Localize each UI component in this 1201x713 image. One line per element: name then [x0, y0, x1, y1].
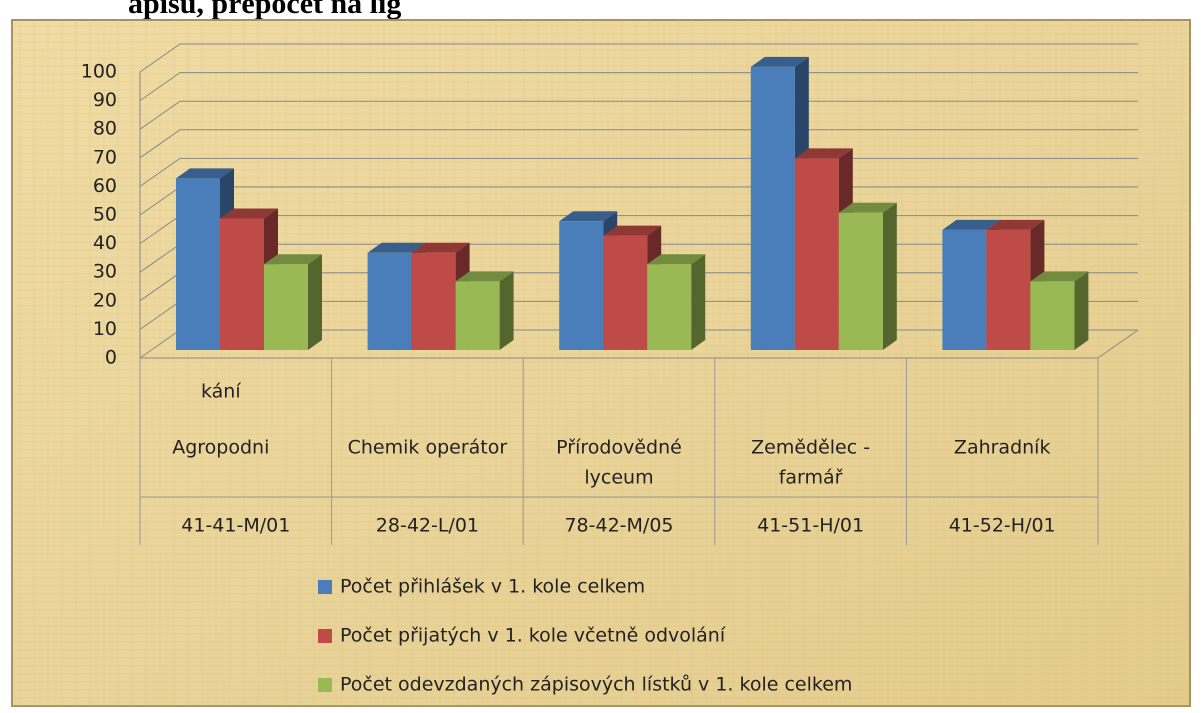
bar	[264, 254, 322, 350]
bar-side	[882, 202, 897, 350]
bar-front	[264, 264, 308, 350]
bar	[1030, 271, 1089, 350]
bar	[838, 202, 897, 350]
y-tick-label: 40	[93, 232, 117, 254]
bar-top	[1030, 271, 1089, 282]
texture	[12, 20, 1190, 706]
y-tick-label: 100	[81, 61, 117, 83]
grid-line	[139, 100, 1138, 130]
bar-side	[1074, 271, 1089, 350]
x-tick-label: Zahradník	[954, 437, 1051, 459]
x-tick-label: kání	[201, 381, 241, 403]
chart-title: ápisů, přepočet na lig	[128, 0, 401, 20]
x-tick-label: Zemědělec -	[751, 437, 870, 459]
legend-swatch	[318, 580, 332, 594]
bar-top	[838, 202, 897, 213]
bar	[455, 271, 514, 350]
y-tick-label: 80	[93, 118, 117, 140]
bar-top	[647, 254, 706, 265]
bar-top	[942, 219, 1001, 230]
x-code-label: 78-42-M/05	[564, 515, 673, 537]
x-code-label: 41-51-H/01	[757, 515, 864, 537]
bar-front	[455, 281, 500, 350]
x-code-label: 28-42-L/01	[376, 515, 479, 537]
x-tick-label: farmář	[779, 467, 843, 489]
y-tick-label: 30	[93, 261, 117, 283]
bar	[647, 254, 706, 350]
bar-front	[220, 218, 264, 350]
bar-side	[308, 254, 322, 350]
y-tick-label: 90	[93, 89, 117, 111]
grid-line	[139, 129, 1138, 159]
legend-label: Počet přihlášek v 1. kole celkem	[340, 576, 645, 598]
legend-swatch	[318, 629, 332, 643]
bar-front	[176, 178, 220, 350]
bar-front	[603, 235, 648, 350]
bar	[750, 56, 809, 351]
bar-top	[455, 271, 514, 282]
grid-line	[139, 72, 1138, 102]
y-tick-label: 50	[93, 204, 117, 226]
bar-front	[750, 66, 795, 351]
x-code-label: 41-41-M/01	[181, 515, 290, 537]
bar-front	[1030, 281, 1075, 350]
legend-swatch	[318, 678, 332, 692]
bar-top	[559, 211, 618, 222]
bar-top	[220, 208, 278, 219]
bar-top	[750, 56, 809, 67]
bar-front	[411, 252, 456, 350]
bar-top	[264, 254, 322, 265]
y-tick-label: 60	[93, 175, 117, 197]
x-tick-label: Agropodni	[172, 437, 269, 459]
bar-side	[499, 271, 514, 350]
y-tick-label: 0	[105, 347, 117, 369]
bar-front	[942, 229, 987, 350]
axis	[1097, 329, 1139, 359]
bar-side	[691, 254, 706, 350]
x-tick-label: Chemik operátor	[348, 437, 508, 459]
bar-top	[603, 225, 662, 236]
bar-front	[986, 229, 1031, 350]
bar-top	[794, 148, 853, 159]
bar-front	[647, 264, 692, 350]
bar-top	[986, 219, 1045, 230]
y-tick-label: 10	[93, 318, 117, 340]
grid-line	[139, 43, 1138, 73]
y-tick-label: 70	[93, 146, 117, 168]
bar-front	[367, 252, 412, 350]
bar-top	[367, 242, 426, 253]
legend-label: Počet odevzdaných zápisových lístků v 1.…	[340, 674, 852, 696]
bar-front	[794, 158, 839, 350]
bar-top	[176, 168, 234, 179]
bar-top	[411, 242, 470, 253]
x-code-label: 41-52-H/01	[949, 515, 1056, 537]
x-tick-label: Přírodovědné	[556, 437, 682, 459]
x-tick-label: lyceum	[584, 467, 653, 489]
bar-front	[838, 212, 883, 350]
y-tick-label: 20	[93, 289, 117, 311]
bar-front	[559, 221, 604, 350]
legend-label: Počet přijatých v 1. kole včetně odvolán…	[340, 625, 726, 647]
